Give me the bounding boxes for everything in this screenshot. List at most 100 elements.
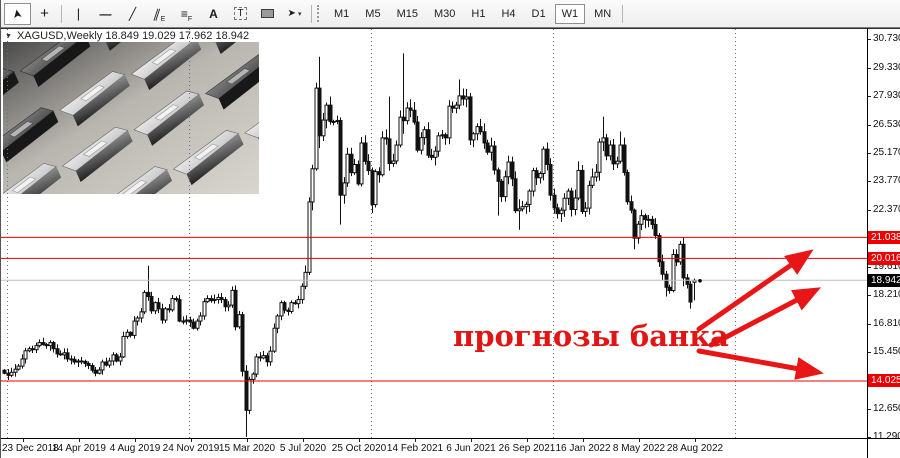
price-tick-mark <box>868 295 871 297</box>
timeframe-m1-button[interactable]: M1 <box>334 7 350 20</box>
timeframe-h1-button[interactable]: H1 <box>471 7 486 20</box>
price-tick-label: 27.930 <box>873 90 900 102</box>
date-tick-label: 4 Aug 2019 <box>109 443 161 454</box>
timeframe-mn-button[interactable]: MN <box>594 7 612 20</box>
price-tick-label: 30.730 <box>873 33 900 44</box>
candles <box>2 53 697 437</box>
date-tick-label: 6 Jun 2021 <box>446 443 496 454</box>
price-tick-mark <box>868 210 871 212</box>
cursor-tool[interactable]: ➤ <box>4 2 31 25</box>
date-tick-mark <box>583 439 584 442</box>
grid-lines <box>7 29 736 439</box>
date-tick-mark <box>79 439 80 442</box>
date-tick-label: 5 Jul 2020 <box>279 443 327 454</box>
toolbar-grip <box>317 5 321 22</box>
price-tick-label: 11.290 <box>873 430 900 442</box>
chart-title: ▼ XAGUSD,Weekly 18.849 19.029 17.962 18.… <box>5 30 249 42</box>
timeframe-d1-button[interactable]: D1 <box>531 7 546 20</box>
vertical-line-tool[interactable]: | <box>65 3 92 25</box>
trendline-tool[interactable]: ╱ <box>119 3 146 25</box>
date-tick-mark <box>247 439 248 442</box>
price-tick-label: 12.650 <box>873 403 900 415</box>
crosshair-tool[interactable]: + <box>31 3 58 25</box>
arrows-icon: ➤ <box>287 8 296 19</box>
text-label-icon: T <box>234 7 247 20</box>
price-tick-mark <box>868 67 871 69</box>
price-tick-label: 26.530 <box>873 118 900 130</box>
date-tick-mark <box>303 439 304 442</box>
candlestick-chart[interactable] <box>1 29 867 439</box>
time-axis[interactable]: 23 Dec 2018 14 Apr 2019 4 Aug 2019 24 Nov 2… <box>1 438 867 458</box>
price-tick-mark <box>868 436 871 438</box>
toolbar: ➤ + | — ╱ ∥ E ≡ F A T ➤ ▾ M1 M5 M15 M30 H1 H4 D1 W1 MN <box>1 0 900 28</box>
cursor-icon: ➤ <box>9 7 26 20</box>
date-tick-label: 15 Mar 2020 <box>218 443 276 454</box>
date-tick-mark <box>359 439 360 442</box>
date-tick-label: 16 Jan 2022 <box>555 443 611 454</box>
horizontal-line-icon: — <box>99 6 112 21</box>
silver-bars-image <box>3 42 259 194</box>
date-tick-label: 28 Aug 2022 <box>666 443 724 454</box>
price-tick-label: 25.170 <box>873 146 900 158</box>
price-tick-mark <box>868 96 871 98</box>
date-tick-label: 23 Dec 2018 <box>2 443 59 454</box>
price-tick-label: 16.810 <box>873 317 900 329</box>
price-axis[interactable]: 30.730 29.330 27.930 26.530 25.170 23.770 22.3… <box>867 28 900 442</box>
date-tick-label: 24 Nov 2019 <box>162 443 220 454</box>
price-line-label: 14.025 <box>868 374 900 388</box>
forecast-annotation-text: прогнозы банка <box>453 319 729 353</box>
crosshair-icon: + <box>40 5 49 22</box>
price-tick-mark <box>868 124 871 126</box>
toolbar-separator <box>311 4 312 23</box>
date-tick-label: 14 Feb 2021 <box>386 443 444 454</box>
toolbar-separator <box>622 4 624 23</box>
text-tool[interactable]: A <box>200 3 227 25</box>
fibonacci-icon: ≡ <box>180 6 188 21</box>
horizontal-line-tool[interactable]: — <box>92 3 119 25</box>
text-label-tool[interactable]: T <box>227 3 254 25</box>
date-tick-label: 14 Apr 2019 <box>52 443 106 454</box>
horizontal-price-lines <box>1 236 867 382</box>
price-tick-mark <box>868 181 871 183</box>
chart-plot[interactable]: ▼ XAGUSD,Weekly 18.849 19.029 17.962 18.… <box>1 28 867 439</box>
date-tick-label: 25 Oct 2020 <box>331 443 387 454</box>
timeframe-m15-button[interactable]: M15 <box>396 7 418 20</box>
date-tick-mark <box>135 439 136 442</box>
chart-dropdown-icon[interactable]: ▼ <box>5 32 12 40</box>
rectangle-tool[interactable] <box>254 3 281 25</box>
date-tick-mark <box>639 439 640 442</box>
equidistant-channel-tool[interactable]: ∥ E <box>146 3 173 25</box>
fibonacci-tool[interactable]: ≡ F <box>173 3 200 25</box>
fibonacci-sub-label: F <box>187 15 193 23</box>
rectangle-icon <box>261 9 274 18</box>
date-tick-mark <box>527 439 528 442</box>
date-tick-mark <box>191 439 192 442</box>
date-tick-label: 8 May 2022 <box>612 443 666 454</box>
timeframe-m5-button[interactable]: M5 <box>365 7 381 20</box>
current-price-label: 18.942 <box>868 273 900 287</box>
date-tick-label: 26 Sep 2021 <box>498 443 556 454</box>
trendline-icon: ╱ <box>128 6 137 21</box>
arrows-dropdown-icon[interactable]: ▾ <box>297 10 302 18</box>
timeframe-w1-button[interactable]: W1 <box>554 3 586 24</box>
date-tick-mark <box>471 439 472 442</box>
price-tick-label: 19.610 <box>873 260 900 272</box>
price-line-label: 20.016 <box>868 251 900 265</box>
price-tick-mark <box>868 351 871 353</box>
date-tick-mark <box>415 439 416 442</box>
timeframe-m30-button[interactable]: M30 <box>433 7 456 20</box>
text-icon: A <box>209 6 218 21</box>
forecast-arrows <box>696 249 824 380</box>
date-tick-mark <box>23 439 24 442</box>
price-tick-mark <box>868 266 871 268</box>
timeframe-h4-button[interactable]: H4 <box>501 7 516 20</box>
price-tick-label: 23.770 <box>873 175 900 187</box>
price-tick-mark <box>868 323 871 325</box>
price-tick-label: 18.210 <box>873 289 900 301</box>
axis-corner <box>867 438 900 458</box>
arrows-tool[interactable]: ➤ ▾ <box>281 3 308 25</box>
vertical-line-icon: | <box>76 6 81 21</box>
price-line-label: 21.038 <box>868 230 900 244</box>
date-tick-mark <box>695 439 696 442</box>
